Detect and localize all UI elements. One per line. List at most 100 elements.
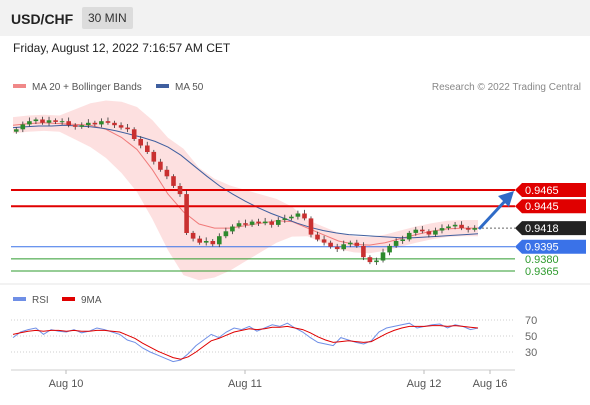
candle-body <box>269 221 274 225</box>
timestamp-text: Friday, August 12, 2022 7:16:57 AM CET <box>13 41 231 55</box>
rsi-legend-swatch <box>13 297 26 301</box>
candle-body <box>33 119 39 122</box>
chart-svg: Friday, August 12, 2022 7:16:57 AM CET M… <box>0 41 590 390</box>
rsi-line <box>12 322 479 363</box>
candle-body <box>276 220 281 225</box>
candle-body <box>315 234 320 240</box>
candle-body <box>72 125 78 127</box>
x-tick-label: Aug 10 <box>49 378 84 390</box>
candle-body <box>217 236 222 245</box>
candle-body <box>158 161 163 170</box>
candle-body <box>131 129 137 139</box>
candle-body <box>406 232 412 240</box>
x-axis: Aug 10 Aug 11 Aug 12 Aug 16 <box>49 370 508 390</box>
candle-body <box>99 121 104 125</box>
rsi-ma-legend-swatch <box>62 297 75 301</box>
level-label-0.9395: 0.9395 <box>525 242 559 254</box>
candle-body <box>14 129 19 132</box>
candle-body <box>46 120 52 123</box>
ma50-legend-label: MA 50 <box>175 82 204 93</box>
candle-body <box>164 169 170 177</box>
level-tag-0.9395 <box>515 239 586 254</box>
level-tag-0.9465 <box>515 183 586 197</box>
candle-body <box>190 232 196 239</box>
candle-body <box>433 230 438 235</box>
rsi-tick-50: 50 <box>525 331 537 343</box>
level-label-0.9380: 0.9380 <box>525 254 559 266</box>
candle-body <box>197 238 202 243</box>
last-price-label: 0.9418 <box>525 223 559 235</box>
forecast-arrow-head <box>498 191 514 207</box>
rsi-panel: 70 50 30 <box>11 315 537 363</box>
candle-body <box>295 213 301 217</box>
candle-body <box>138 139 143 146</box>
candle-body <box>380 252 386 261</box>
candle-body <box>334 246 340 250</box>
candle-body <box>452 224 458 227</box>
candle-body <box>151 151 157 162</box>
level-tag-0.9445 <box>515 199 586 214</box>
candle-body <box>20 124 26 130</box>
ma50-polyline <box>12 124 479 239</box>
ma50-legend-swatch <box>156 84 169 88</box>
candle-body <box>249 221 255 225</box>
candle-body <box>243 223 248 225</box>
candle-body <box>236 223 242 227</box>
rsi-legend-label: RSI <box>32 295 49 306</box>
candle-body <box>341 244 346 250</box>
candle-body <box>446 226 451 229</box>
candle-body <box>177 186 183 195</box>
x-tick-label: Aug 12 <box>407 378 442 390</box>
level-label-0.9465: 0.9465 <box>525 185 559 197</box>
x-tick-label: Aug 11 <box>228 378 262 390</box>
candle-body <box>393 241 399 246</box>
timeframe-badge[interactable]: 30 MIN <box>82 7 133 29</box>
candle-body <box>387 245 392 253</box>
level-label-0.9365: 0.9365 <box>525 266 559 278</box>
candle-body <box>105 121 111 123</box>
candle-body <box>289 216 294 219</box>
candle-body <box>367 257 373 263</box>
candle-body <box>348 242 353 245</box>
candle-body <box>459 224 464 228</box>
ma50-line <box>12 124 479 239</box>
candle-body <box>262 221 268 224</box>
candle-body <box>210 241 216 245</box>
candle-body <box>308 218 314 235</box>
candle-body <box>256 221 261 224</box>
rsi-tick-70: 70 <box>525 315 537 327</box>
candle-body <box>92 122 98 125</box>
candle-body <box>439 228 445 231</box>
candle-body <box>184 194 189 233</box>
candle-body <box>413 229 419 233</box>
candle-body <box>53 120 58 122</box>
candle-body <box>27 121 32 125</box>
candle-body <box>118 125 124 128</box>
header-bar: USD/CHF 30 MIN <box>0 0 590 36</box>
candle-body <box>374 260 379 263</box>
chart-panel: Friday, August 12, 2022 7:16:57 AM CET M… <box>0 36 590 400</box>
candle-body <box>426 231 432 235</box>
candle-body <box>328 242 333 247</box>
candle-body <box>171 176 176 186</box>
rsi-ma-line <box>12 325 479 360</box>
candle-body <box>400 239 405 241</box>
last-price-tag <box>515 221 586 236</box>
x-tick-label: Aug 16 <box>473 378 508 390</box>
candle-body <box>223 231 229 237</box>
candle-body <box>66 121 71 126</box>
candles-group <box>14 116 477 265</box>
bb-legend-swatch <box>13 84 26 88</box>
candle-body <box>354 242 360 246</box>
candle-body <box>282 218 288 220</box>
copyright-text: Research © 2022 Trading Central <box>432 82 581 93</box>
candle-body <box>420 229 425 232</box>
rsi-tick-30: 30 <box>525 347 537 359</box>
forecast-arrow-line <box>478 198 508 230</box>
candle-body <box>86 122 91 126</box>
candle-body <box>40 119 45 123</box>
overlay-group <box>478 191 514 230</box>
rsi-ma-legend-label: 9MA <box>81 295 102 306</box>
